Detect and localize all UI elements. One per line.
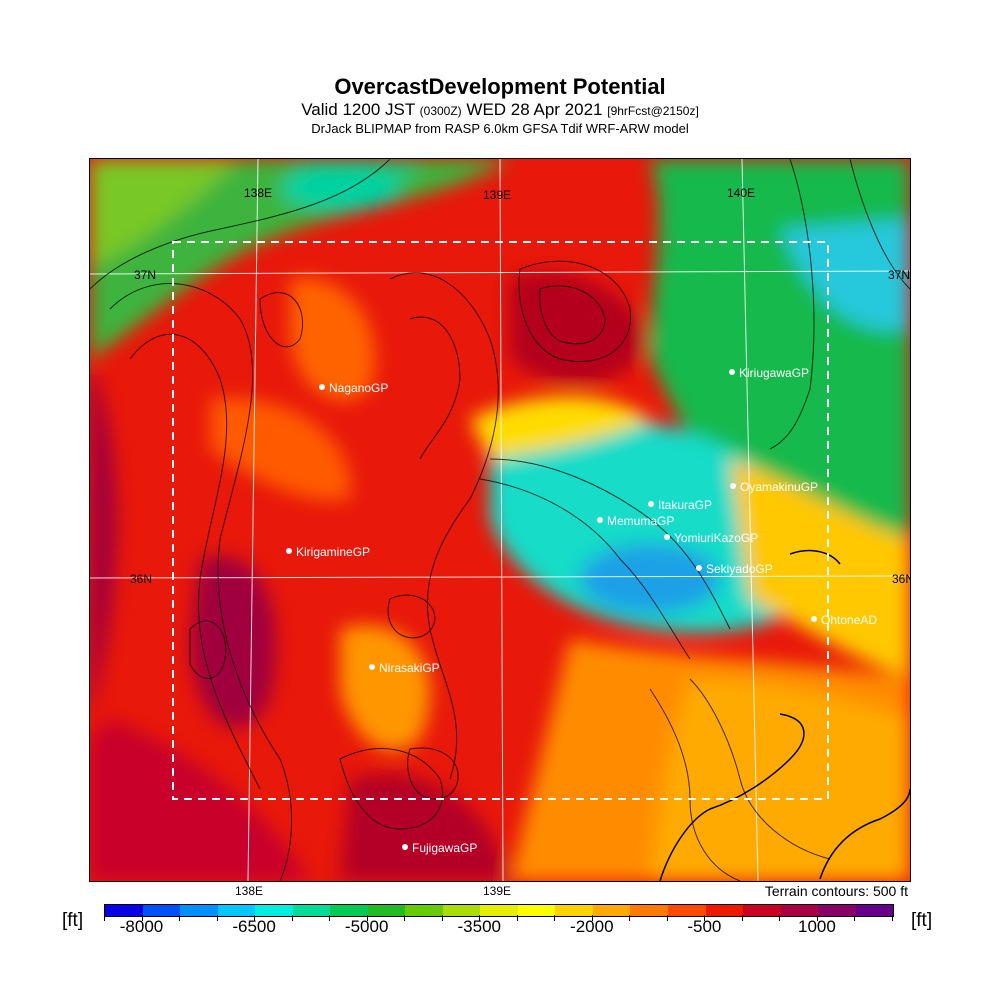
colorbar-tick bbox=[666, 915, 668, 921]
site-nagano: NaganoGP bbox=[329, 381, 388, 395]
terrain-contours bbox=[90, 159, 910, 881]
colorbar-swatch bbox=[780, 905, 819, 916]
colorbar-tick bbox=[591, 915, 593, 921]
valid-utc: (0300Z) bbox=[419, 104, 462, 118]
colorbar-swatch bbox=[480, 905, 518, 916]
colorbar-unit-right: [ft] bbox=[911, 910, 933, 931]
colorbar-swatch bbox=[855, 905, 894, 916]
colorbar-swatch bbox=[592, 905, 631, 916]
site-oyamakinu: OyamakinuGP bbox=[740, 480, 818, 494]
site-sekiyado: SekiyadoGP bbox=[706, 562, 773, 576]
valid-time: Valid 1200 JST (0300Z) WED 28 Apr 2021 [… bbox=[0, 100, 1000, 120]
valid-prefix: Valid 1200 JST bbox=[301, 100, 415, 119]
lon-label-138e-top: 138E bbox=[244, 186, 272, 200]
lat-label-36n-left: 36N bbox=[130, 572, 152, 586]
site-labels: NaganoGP KirigamineGP NirasakiGP Fujigaw… bbox=[296, 366, 877, 855]
site-nirasaki: NirasakiGP bbox=[379, 661, 440, 675]
colorbar-label: -3500 bbox=[457, 917, 501, 936]
lon-label-140e-top: 140E bbox=[727, 186, 755, 200]
colorbar-swatch bbox=[367, 905, 406, 916]
colorbar-swatch bbox=[705, 905, 744, 916]
site-yomiurikazo: YomiuriKazoGP bbox=[674, 531, 758, 545]
colorbar-tick bbox=[216, 915, 218, 921]
colorbar-swatch bbox=[217, 905, 256, 916]
colorbar-tick bbox=[404, 915, 406, 921]
colorbar-swatch bbox=[818, 905, 856, 916]
colorbar-tick bbox=[329, 915, 331, 921]
colorbar-swatch bbox=[142, 905, 181, 916]
site-kirigamine: KirigamineGP bbox=[296, 545, 370, 559]
colorbar-label: -6500 bbox=[232, 917, 276, 936]
colorbar-label: 1000 bbox=[798, 917, 836, 936]
colorbar-tick bbox=[816, 915, 818, 921]
colorbar-unit-left: [ft] bbox=[62, 910, 84, 931]
valid-date: WED 28 Apr 2021 bbox=[466, 100, 603, 119]
site-itakura: ItakuraGP bbox=[658, 498, 712, 512]
lon-label-139e-top: 139E bbox=[483, 188, 511, 202]
site-memuma: MemumaGP bbox=[607, 514, 674, 528]
map-labels: 138E 139E 140E 37N 36N 37N 36N bbox=[130, 186, 910, 586]
colorbar-tick bbox=[779, 915, 781, 921]
colorbar-tick bbox=[366, 915, 368, 921]
colorbar-tick bbox=[179, 915, 181, 921]
colorbar-swatch bbox=[442, 905, 481, 916]
lat-label-37n-right: 37N bbox=[888, 268, 910, 282]
site-ohtone: OhtoneAD bbox=[821, 613, 877, 627]
colorbar-label: -2000 bbox=[570, 917, 614, 936]
colorbar-swatch bbox=[105, 905, 143, 916]
grid-lines bbox=[90, 159, 910, 881]
site-markers bbox=[286, 369, 817, 850]
lat-label-37n-left: 37N bbox=[134, 268, 156, 282]
colorbar bbox=[104, 904, 894, 917]
colorbar-swatch bbox=[630, 905, 668, 916]
colorbar-swatch bbox=[255, 905, 293, 916]
map-canvas: 138E 139E 140E 37N 36N 37N 36N NaganoGP … bbox=[90, 159, 910, 881]
colorbar-tick bbox=[291, 915, 293, 921]
site-kiriugawa: KiriugawaGP bbox=[739, 366, 809, 380]
terrain-contour-note: Terrain contours: 500 ft bbox=[764, 883, 908, 899]
forecast-info: [9hrFcst@2150z] bbox=[607, 104, 699, 118]
colorbar-tick bbox=[854, 915, 856, 921]
colorbar-swatch bbox=[743, 905, 781, 916]
colorbar-swatch bbox=[330, 905, 368, 916]
colorbar-swatch bbox=[517, 905, 556, 916]
colorbar-tick bbox=[704, 915, 706, 921]
colorbar-tick bbox=[479, 915, 481, 921]
colorbar-tick bbox=[741, 915, 743, 921]
colorbar-swatch bbox=[555, 905, 593, 916]
colorbar-tick bbox=[104, 915, 105, 921]
lon-label-138e-bottom: 138E bbox=[235, 884, 264, 898]
colorbar-swatch bbox=[180, 905, 218, 916]
map-panel[interactable]: 138E 139E 140E 37N 36N 37N 36N NaganoGP … bbox=[89, 158, 911, 882]
lat-label-36n-right: 36N bbox=[892, 572, 910, 586]
colorbar-swatch bbox=[292, 905, 331, 916]
colorbar-tick bbox=[141, 915, 143, 921]
colorbar-label: -8000 bbox=[119, 917, 164, 936]
colorbar-tick bbox=[516, 915, 518, 921]
colorbar-tick bbox=[441, 915, 443, 921]
colorbar-tick bbox=[254, 915, 256, 921]
colorbar-label: -500 bbox=[687, 917, 722, 936]
coastline bbox=[659, 549, 910, 881]
site-fujigawa: FujigawaGP bbox=[412, 841, 477, 855]
colorbar-tick bbox=[892, 915, 893, 921]
map-title: OvercastDevelopment Potential bbox=[334, 74, 666, 99]
domain-boundary bbox=[172, 241, 829, 800]
colorbar-swatch bbox=[405, 905, 443, 916]
colorbar-swatch bbox=[667, 905, 706, 916]
model-subtitle: DrJack BLIPMAP from RASP 6.0km GFSA Tdif… bbox=[311, 121, 689, 136]
lon-label-139e-bottom: 139E bbox=[483, 884, 512, 898]
colorbar-tick bbox=[629, 915, 631, 921]
colorbar-tick bbox=[554, 915, 556, 921]
colorbar-label: -5000 bbox=[344, 917, 389, 936]
